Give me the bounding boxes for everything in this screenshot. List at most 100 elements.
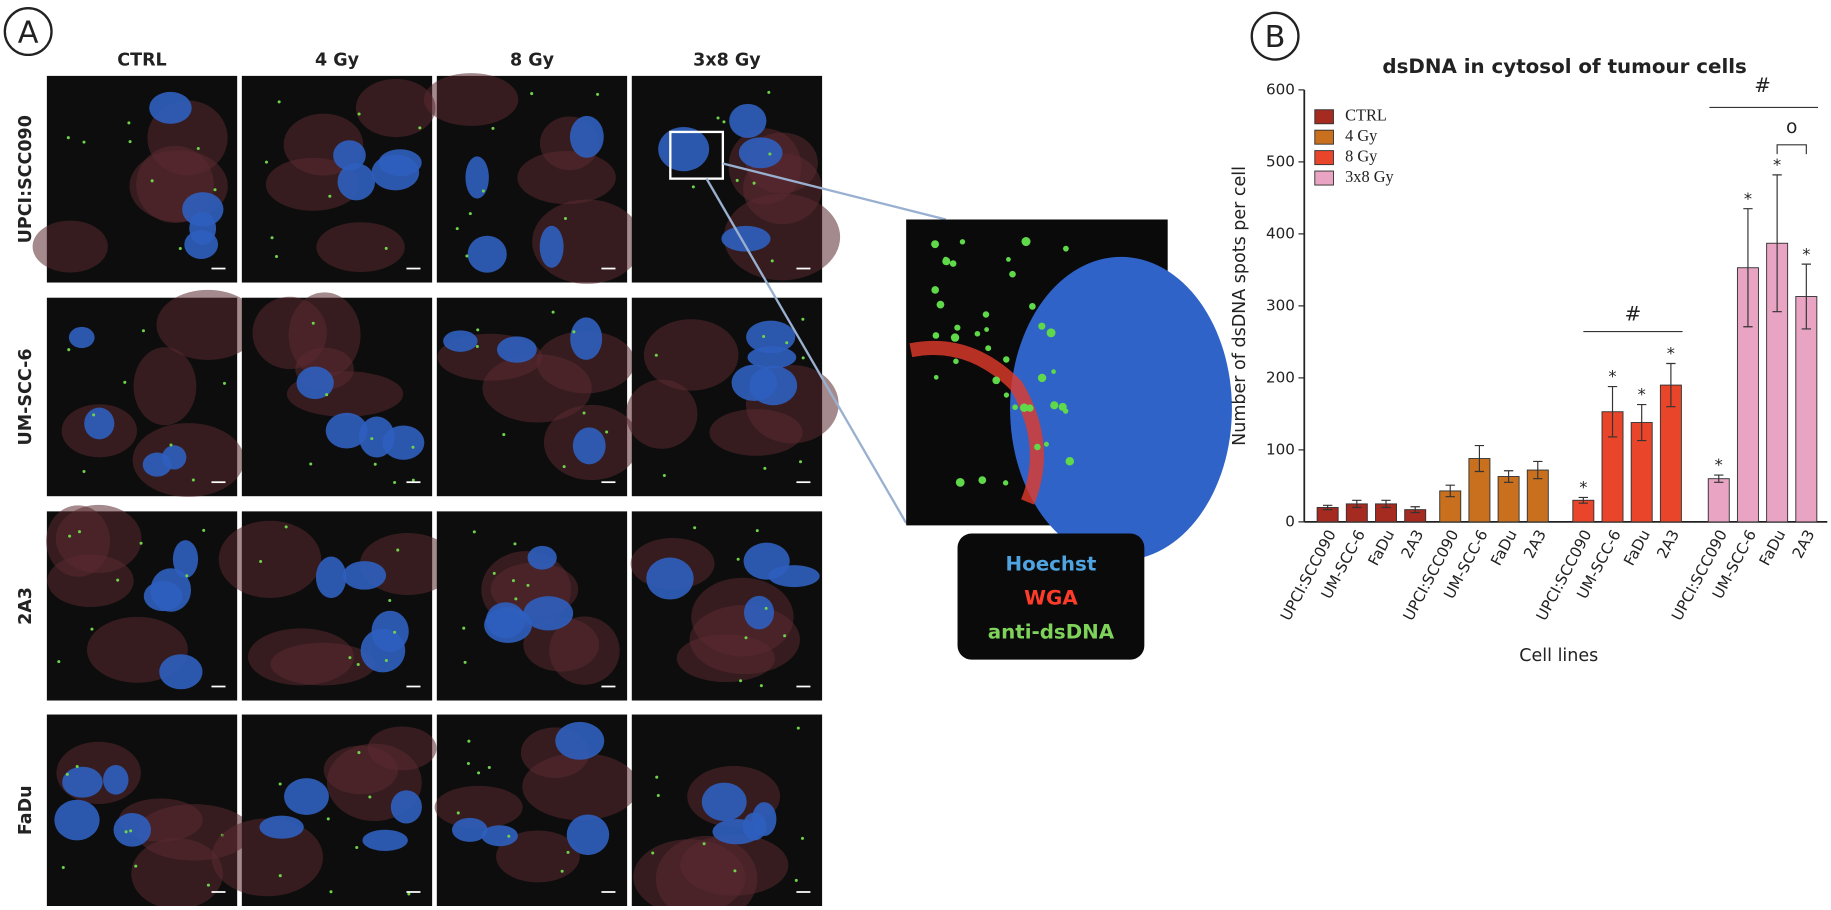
nucleus: [360, 628, 406, 673]
spot: [222, 381, 227, 385]
spot: [702, 842, 706, 846]
spot: [985, 345, 992, 352]
spot: [1006, 257, 1011, 262]
y-tick-label: 0: [1285, 512, 1295, 530]
nucleus: [646, 557, 694, 600]
cell-membrane: [316, 222, 405, 272]
cell-membrane: [743, 153, 822, 225]
y-axis-label: Number of dsDNA spots per cell: [1230, 166, 1250, 446]
spot: [759, 684, 763, 688]
nucleus: [481, 825, 518, 847]
spot: [456, 811, 460, 815]
column-header: 4 Gy: [315, 51, 360, 71]
significance-marker: *: [1802, 244, 1810, 263]
error-bar: [1743, 208, 1753, 328]
spot: [949, 260, 957, 267]
spot: [513, 542, 517, 546]
nucleus: [527, 545, 557, 570]
spot: [799, 460, 803, 464]
spot: [466, 761, 470, 765]
row-header: 2A3: [16, 587, 36, 625]
spot: [393, 480, 397, 484]
spot: [487, 765, 491, 769]
spot: [514, 597, 518, 601]
cell-membrane: [434, 785, 523, 829]
spot: [411, 478, 415, 482]
spot: [572, 330, 576, 334]
nucleus: [143, 581, 183, 612]
spot: [264, 160, 269, 164]
annotation-bracket: [1776, 144, 1807, 155]
spot: [953, 358, 959, 365]
legend-label: 3x8 Gy: [1345, 167, 1394, 186]
spot: [651, 851, 655, 855]
annotation: #: [1754, 74, 1771, 97]
legend-swatch: [1314, 170, 1334, 186]
spot: [284, 525, 288, 529]
spot: [357, 751, 361, 755]
cell-membrane: [532, 199, 643, 284]
cell-membrane: [32, 220, 108, 273]
nucleus: [743, 542, 790, 580]
spot: [373, 462, 377, 466]
chart-title: dsDNA in cytosol of tumour cells: [1382, 55, 1746, 78]
nucleus: [390, 790, 422, 824]
nucleus: [184, 230, 219, 259]
panel-circle: [3, 7, 53, 57]
spot: [309, 462, 313, 466]
spot: [311, 321, 315, 325]
y-tick-label: 400: [1266, 224, 1295, 242]
spot: [124, 830, 128, 834]
spot: [1029, 302, 1036, 310]
y-tick-label: 500: [1266, 152, 1295, 170]
nucleus: [149, 91, 192, 124]
spot: [325, 393, 329, 397]
nucleus: [701, 782, 747, 822]
legend-swatch: [1314, 109, 1334, 125]
cell-membrane: [248, 628, 354, 686]
spot: [716, 116, 720, 120]
spot: [275, 255, 279, 259]
legend-label: CTRL: [1345, 106, 1387, 125]
bar: [1497, 476, 1520, 523]
error-bar: [1666, 362, 1676, 408]
x-tick-label: 2A3: [1520, 527, 1550, 562]
y-tick-label: 300: [1266, 296, 1295, 314]
panel-b: dsDNA in cytosol of tumour cells Number o…: [1230, 55, 1828, 666]
spot: [943, 256, 949, 262]
nucleus: [142, 452, 172, 477]
spot: [481, 189, 485, 193]
spot: [418, 126, 422, 130]
spot: [954, 324, 961, 331]
nucleus: [337, 163, 376, 201]
column-header: CTRL: [117, 51, 166, 71]
nucleus: [113, 812, 152, 847]
spot: [733, 869, 737, 873]
nucleus: [443, 330, 478, 352]
spot: [476, 328, 480, 332]
nucleus: [729, 103, 767, 138]
spot: [596, 92, 600, 96]
error-bar: [1410, 506, 1420, 514]
spot: [462, 626, 466, 630]
spot: [129, 829, 133, 833]
spot: [1043, 441, 1049, 447]
nucleus: [382, 425, 425, 460]
nucleus: [572, 427, 606, 465]
spot: [982, 311, 990, 318]
spot: [348, 656, 352, 660]
spot: [932, 332, 940, 339]
spot: [57, 660, 61, 664]
spot: [654, 353, 658, 357]
spot: [605, 430, 609, 434]
spot: [764, 606, 768, 610]
spot: [491, 126, 495, 130]
bar: [1795, 296, 1818, 523]
cell-membrane: [517, 150, 616, 205]
spot: [396, 548, 400, 552]
spot: [393, 630, 397, 634]
cell-membrane: [625, 379, 698, 449]
spot: [507, 834, 511, 838]
spot: [477, 771, 481, 775]
significance-marker: *: [1667, 344, 1675, 363]
